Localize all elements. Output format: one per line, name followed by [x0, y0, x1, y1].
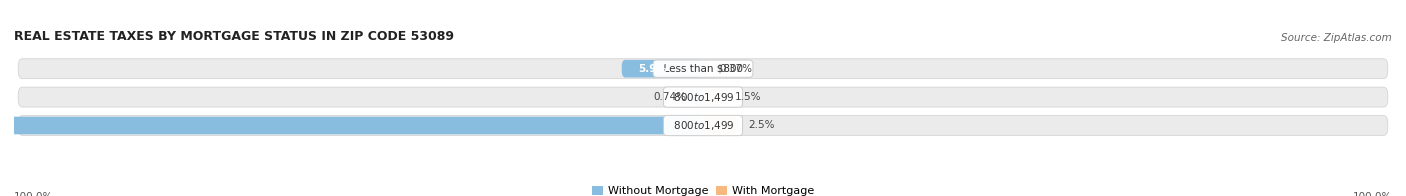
Text: Source: ZipAtlas.com: Source: ZipAtlas.com	[1281, 33, 1392, 43]
FancyBboxPatch shape	[18, 116, 1388, 135]
FancyBboxPatch shape	[703, 117, 738, 134]
Text: 5.9%: 5.9%	[638, 64, 666, 74]
Legend: Without Mortgage, With Mortgage: Without Mortgage, With Mortgage	[592, 186, 814, 196]
Text: Less than $800: Less than $800	[657, 64, 749, 74]
Text: 100.0%: 100.0%	[1353, 192, 1392, 196]
Text: 0.37%: 0.37%	[718, 64, 752, 74]
FancyBboxPatch shape	[703, 60, 709, 77]
Text: 100.0%: 100.0%	[14, 192, 53, 196]
Text: $800 to $1,499: $800 to $1,499	[666, 91, 740, 104]
FancyBboxPatch shape	[703, 88, 724, 106]
FancyBboxPatch shape	[18, 59, 1388, 79]
Text: 0.74%: 0.74%	[652, 92, 686, 102]
Text: 1.5%: 1.5%	[735, 92, 761, 102]
FancyBboxPatch shape	[621, 60, 703, 77]
Text: $800 to $1,499: $800 to $1,499	[666, 119, 740, 132]
Text: 2.5%: 2.5%	[748, 121, 775, 131]
FancyBboxPatch shape	[0, 117, 703, 134]
Text: REAL ESTATE TAXES BY MORTGAGE STATUS IN ZIP CODE 53089: REAL ESTATE TAXES BY MORTGAGE STATUS IN …	[14, 30, 454, 43]
FancyBboxPatch shape	[18, 87, 1388, 107]
FancyBboxPatch shape	[693, 88, 703, 106]
